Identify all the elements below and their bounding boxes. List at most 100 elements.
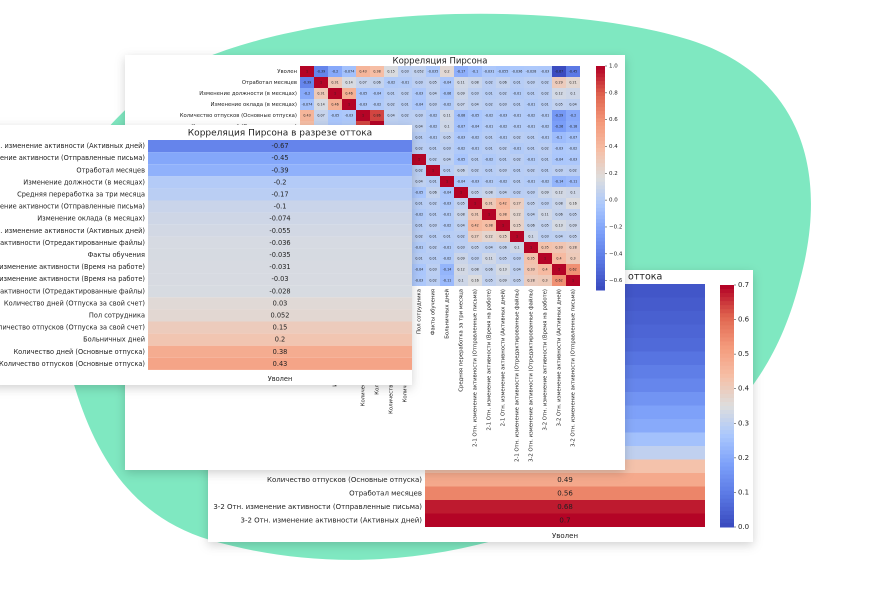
colorbar-step [720,426,734,431]
cell-value: -0.055 [269,227,290,235]
heatmap-cell [454,88,468,99]
colorbar-step [596,73,605,78]
heatmap-cell [384,110,398,121]
cell-value: 0.14 [345,81,352,85]
cell-value: -0.45 [271,154,288,162]
cell-value: -0.01 [499,136,508,140]
heatmap-cell [482,132,496,143]
heatmap-cell [510,77,524,88]
colorbar-step [596,282,605,287]
heatmap-cell [440,209,454,220]
heatmap-cell [566,253,580,264]
colorbar-step [720,454,734,459]
cell-value: 0.01 [415,202,422,206]
heatmap-cell [510,264,524,275]
heatmap-cell [538,143,552,154]
heatmap-cell [468,154,482,165]
cell-value: 0.04 [471,103,478,107]
heatmap-cell [412,77,426,88]
heatmap-cell [482,121,496,132]
heatmap-cell [148,333,412,346]
cell-value: 0.05 [513,279,520,283]
heatmap-cell [342,110,356,121]
cell-value: 0.01 [471,158,478,162]
cell-value: 0.01 [429,235,436,239]
cell-value: 0.35 [541,246,548,250]
colorbar-step [720,309,734,314]
cell-value: 0.03 [401,70,408,74]
heatmap-cell [524,242,538,253]
heatmap-cell [482,253,496,264]
heatmap-cell [566,264,580,275]
cell-value: 0.04 [499,191,506,195]
cell-value: 0.03 [499,169,506,173]
colorbar-step [720,430,734,435]
row-label: ие активности (Отредактированные файлы) [0,239,145,247]
cell-value: 0.05 [569,213,576,217]
cell-value: -0.02 [429,125,438,129]
cell-value: -0.01 [471,147,480,151]
heatmap-cell [566,154,580,165]
cell-value: 0.13 [499,268,506,272]
row-label: Больничных дней [83,336,145,344]
heatmap-cell [148,188,412,201]
heatmap-cell [440,143,454,154]
colorbar-step [720,510,734,516]
heatmap-cell [482,242,496,253]
colorbar-step [720,478,734,484]
heatmap-cell [566,143,580,154]
cell-value: -0.02 [499,180,508,184]
cell-value: -0.03 [569,158,578,162]
cell-value: -0.14 [555,180,564,184]
heatmap-cell [454,275,468,286]
cell-value: -0.2 [304,92,310,96]
cell-value: -0.03 [271,275,288,283]
row-label: Факты обучения [88,251,145,259]
heatmap-cell [538,176,552,187]
colorbar-step [596,163,605,168]
heatmap-cell [482,264,496,275]
cell-value: 0.4 [556,257,561,261]
cell-value: 0.1 [528,235,533,239]
colorbar-step [596,170,605,175]
colorbar-step [720,341,734,346]
heatmap-cell [356,66,370,77]
colorbar-step [596,77,605,82]
column-label: 2-1 Отн. изменение активности (Активных … [500,289,507,426]
heatmap-cell [552,66,566,77]
heatmap-cell [384,88,398,99]
cell-value: 0.38 [499,213,506,217]
heatmap-cell [412,198,426,209]
cell-value: 0.01 [499,158,506,162]
cell-value: 0.04 [415,125,422,129]
cell-value: 0.27 [513,202,520,206]
cell-value: 0.08 [471,268,478,272]
colorbar-step [596,125,605,130]
colorbar-step [596,278,605,284]
colorbar-tick-label: 0.1 [738,488,749,496]
heatmap-cell [148,200,412,213]
heatmap-cell [300,66,314,77]
column-label: 3-2 Отн. изменение активности (Активных … [556,289,563,426]
cell-value: 0.06 [457,169,464,173]
heatmap-cell [510,132,524,143]
heatmap-cell [538,154,552,165]
cell-value: 0.02 [513,191,520,195]
heatmap-cell [440,99,454,110]
heatmap-cell [468,275,482,286]
heatmap-cell [552,187,566,198]
cell-value: 0.04 [485,246,492,250]
cell-value: -0.04 [555,158,564,162]
cell-value: 0.11 [443,114,450,118]
row-label: Изменение оклада (в месяцах) [37,215,145,223]
heatmap-cell [524,253,538,264]
cell-value: -0.02 [443,224,452,228]
cell-value: -0.05 [359,92,368,96]
heatmap-cell [440,176,454,187]
heatmap-cell [426,264,440,275]
colorbar-tick-label: 0.2 [609,171,618,177]
colorbar-step [720,502,734,508]
cell-value: 0.42 [499,202,506,206]
cell-value: 0.33 [555,246,562,250]
cell-value: 0.07 [457,103,464,107]
